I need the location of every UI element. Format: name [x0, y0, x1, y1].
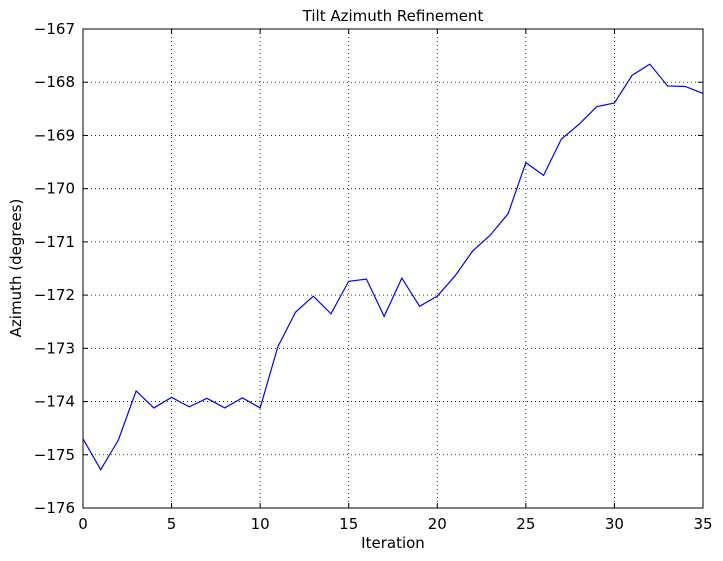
y-axis-title: Azimuth (degrees): [7, 199, 25, 338]
y-tick-label: −170: [34, 180, 75, 198]
x-tick-label: 30: [605, 515, 624, 533]
y-tick-label: −173: [34, 339, 75, 357]
y-tick-label: −169: [34, 126, 75, 144]
chart-title: Tilt Azimuth Refinement: [302, 7, 484, 25]
x-tick-label: 15: [339, 515, 358, 533]
y-tick-label: −171: [34, 233, 75, 251]
y-tick-label: −175: [34, 446, 75, 464]
x-tick-label: 0: [78, 515, 88, 533]
y-tick-label: −167: [34, 20, 75, 38]
y-tick-label: −168: [34, 73, 75, 91]
grid-lines: [83, 29, 703, 508]
y-tick-label: −176: [34, 499, 75, 517]
x-tick-label: 10: [251, 515, 270, 533]
y-tick-label: −172: [34, 286, 75, 304]
plot-frame: [82, 28, 704, 509]
axis-tick-labels: 0 5 10 15 20 25 30 35 −176 −175 −174 −173 −172 −171 −1…: [34, 20, 713, 533]
series-line: [82, 63, 704, 471]
series-layer: [82, 63, 704, 471]
x-tick-label: 5: [167, 515, 177, 533]
x-tick-label: 20: [428, 515, 447, 533]
y-tick-label: −174: [34, 393, 75, 411]
x-tick-label: 25: [516, 515, 535, 533]
axis-ticks: [82, 28, 704, 509]
x-tick-label: 35: [693, 515, 712, 533]
x-axis-title: Iteration: [361, 534, 425, 552]
